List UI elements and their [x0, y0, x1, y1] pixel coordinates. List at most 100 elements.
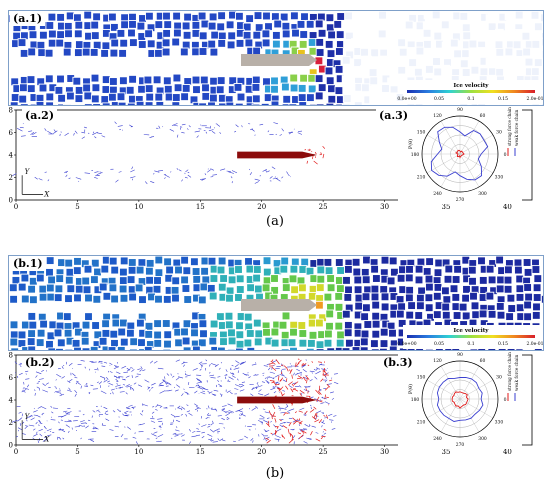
ice-floe: [209, 319, 219, 329]
ice-floe: [154, 92, 164, 102]
ice-floe: [280, 348, 290, 350]
weak-chain-segment: [63, 410, 68, 413]
weak-chain-segment: [331, 397, 335, 400]
weak-chain-segment: [265, 380, 270, 383]
weak-chain-segment: [80, 420, 85, 423]
weak-chain-segment: [195, 384, 198, 387]
ice-floe: [514, 103, 524, 105]
weak-chain-segment: [112, 410, 116, 413]
polar-spoke: [440, 398, 461, 433]
weak-chain-segment: [19, 417, 23, 420]
ice-floe: [281, 29, 291, 39]
ice-floe: [192, 85, 201, 94]
ice-floe: [351, 11, 361, 21]
weak-chain-segment: [138, 384, 143, 387]
weak-chain-segment: [133, 382, 137, 385]
weak-chain-segment: [76, 380, 79, 383]
weak-chain-segment: [226, 411, 233, 414]
ice-floe: [217, 11, 226, 21]
ice-floe: [336, 266, 345, 275]
weak-chain-segment: [90, 439, 95, 442]
ice-floe: [83, 264, 93, 274]
ice-floe: [360, 47, 369, 57]
weak-chain-segment: [184, 172, 186, 175]
panel-a3-label: (a.3): [376, 109, 412, 123]
ice-floe: [270, 338, 280, 348]
weak-chain-segment: [130, 386, 134, 390]
ice-floe: [379, 339, 389, 348]
ice-floe: [513, 258, 523, 268]
ice-floe: [530, 67, 540, 76]
weak-chain-segment: [157, 418, 163, 420]
ice-floe: [278, 320, 288, 330]
weak-chain-segment: [23, 387, 29, 390]
weak-chain-segment: [298, 385, 302, 388]
strong-chain-segment: [313, 406, 317, 410]
weak-chain-segment: [210, 439, 214, 442]
weak-chain-segment: [208, 438, 212, 441]
ice-floe: [317, 28, 327, 38]
ice-floe: [309, 103, 318, 105]
x-tick-label: 40: [503, 203, 512, 211]
weak-chain-segment: [188, 429, 191, 432]
weak-chain-segment: [131, 375, 133, 378]
ice-floe: [27, 345, 37, 350]
ice-floe: [386, 276, 396, 286]
ice-floe: [344, 85, 353, 95]
ice-floe: [180, 92, 189, 102]
polar-angle-label: 30: [496, 130, 502, 136]
weak-chain-segment: [121, 365, 127, 369]
weak-chain-segment: [175, 377, 180, 381]
ice-floe: [317, 83, 327, 92]
weak-chain-segment: [194, 407, 200, 411]
weak-chain-segment: [74, 130, 78, 134]
ice-floe: [17, 38, 27, 47]
ice-floe: [207, 256, 217, 266]
weak-chain-segment: [200, 416, 202, 419]
weak-chain-segment: [240, 413, 246, 417]
strong-chain-segment: [324, 386, 329, 391]
strong-chain-segment: [289, 369, 291, 372]
ice-floe: [242, 31, 252, 40]
weak-chain-segment: [174, 435, 179, 437]
ice-floe: [208, 12, 218, 22]
ice-floe: [21, 320, 30, 330]
ice-floe: [441, 310, 451, 320]
ice-floe: [63, 22, 73, 31]
polar-spoke: [426, 153, 461, 174]
ice-floe: [341, 75, 351, 84]
weak-chain-segment: [228, 410, 235, 413]
ice-floe: [287, 338, 297, 348]
weak-chain-segment: [33, 428, 36, 431]
ice-floe: [361, 292, 371, 302]
ice-floe: [477, 256, 486, 266]
ice-floe: [108, 283, 118, 293]
ice-floe: [245, 264, 255, 274]
ice-floe: [314, 74, 324, 83]
strong-chain-segment: [322, 374, 327, 377]
ice-floe: [64, 29, 73, 39]
ice-floe: [17, 282, 27, 292]
weak-chain-segment: [173, 124, 178, 127]
colorbar-tick-label: 0.0e+00: [397, 96, 416, 102]
x-tick-label: 20: [257, 448, 266, 456]
weak-chain-segment: [115, 371, 121, 374]
weak-chain-segment: [224, 373, 227, 376]
weak-chain-segment: [170, 171, 172, 173]
ice-floe: [236, 92, 246, 102]
ice-floe: [462, 31, 472, 41]
weak-chain-segment: [254, 178, 260, 181]
weak-chain-segment: [144, 181, 148, 185]
ice-floe: [432, 310, 442, 319]
ice-floe: [524, 57, 534, 67]
strong-chain-segment: [322, 369, 328, 375]
axis-x-letter: X: [43, 191, 50, 199]
weak-chain-segment: [91, 361, 97, 363]
weak-chain-segment: [67, 389, 72, 392]
weak-chain-segment: [303, 441, 308, 444]
ice-floe: [191, 267, 201, 276]
weak-chain-segment: [122, 129, 124, 131]
ice-floe: [262, 276, 272, 286]
polar-weak-profile: [430, 126, 489, 181]
x-tick-label: 0: [14, 448, 18, 456]
